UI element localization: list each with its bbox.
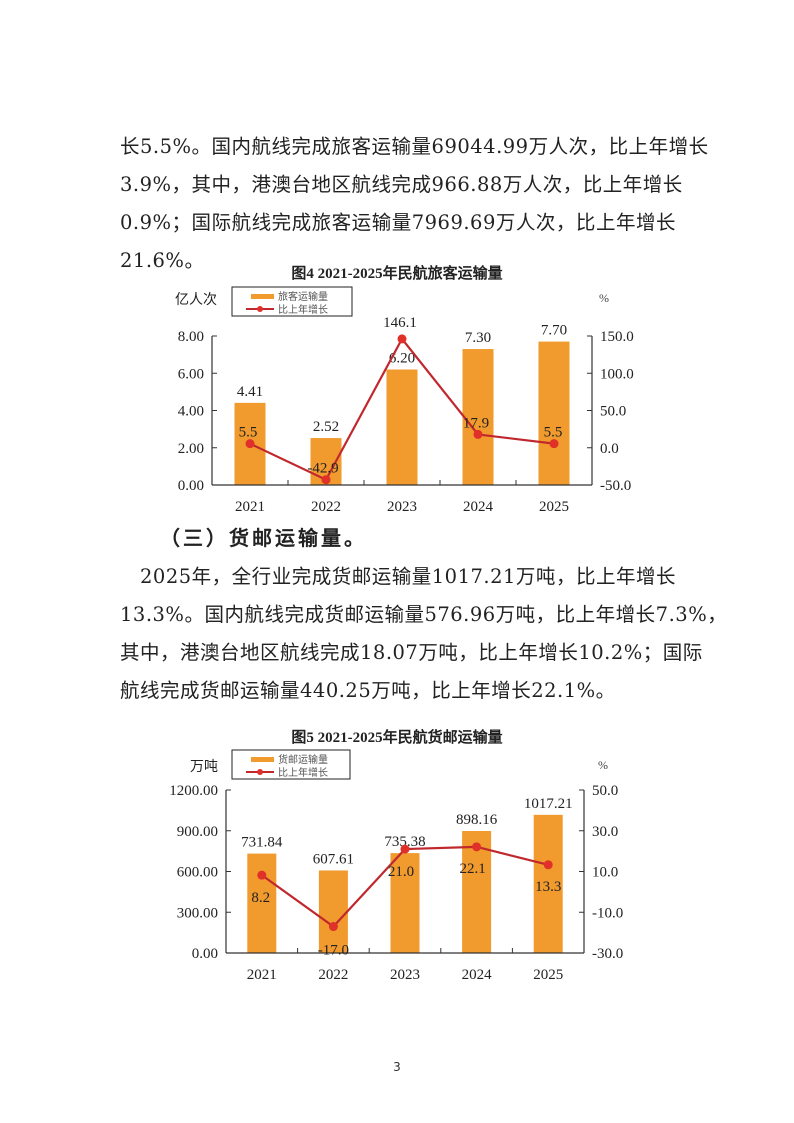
bar-value-label: 607.61 [313, 851, 354, 867]
growth-marker [400, 844, 410, 854]
growth-marker [328, 922, 338, 932]
y2-tick-label: 150.0 [600, 329, 634, 345]
y-tick-label: 8.00 [178, 329, 204, 345]
y-tick-label: 0.00 [178, 478, 204, 494]
legend-line-label: 比上年增长 [278, 766, 328, 779]
y-tick-label: 900.00 [177, 824, 218, 840]
growth-value-label: -17.0 [318, 943, 349, 959]
paragraph-cargo: 2025年，全行业完成货邮运输量1017.21万吨，比上年增长 13.3%。国内… [120, 558, 728, 710]
text-line: 航线完成货邮运输量440.25万吨，比上年增长22.1%。 [120, 679, 616, 702]
bar-value-label: 1017.21 [524, 796, 573, 812]
growth-marker [321, 475, 331, 485]
y2-axis-unit: % [599, 291, 609, 305]
growth-value-label: 5.5 [239, 425, 258, 441]
growth-value-label: 146.1 [383, 315, 417, 331]
bar-2025 [538, 341, 570, 485]
growth-marker [543, 860, 553, 870]
growth-value-label: 22.1 [459, 861, 485, 877]
growth-value-label: 17.9 [463, 415, 489, 431]
legend-bar-label: 货邮运输量 [278, 753, 328, 766]
bar-value-label: 4.41 [237, 384, 263, 400]
y-tick-label: 600.00 [177, 865, 218, 881]
x-tick-label: 2025 [539, 499, 569, 515]
growth-value-label: -42.9 [307, 461, 338, 477]
x-tick-label: 2024 [463, 499, 494, 515]
bar-value-label: 7.30 [465, 330, 491, 346]
x-tick-label: 2022 [318, 967, 348, 983]
legend [231, 286, 353, 317]
text-line: 0.9%；国际航线完成旅客运输量7969.69万人次，比上年增长 [120, 211, 676, 234]
section-heading-cargo: （三）货邮运输量。 [160, 526, 367, 550]
x-tick-label: 2022 [311, 499, 341, 515]
bar-value-label: 2.52 [313, 419, 339, 435]
legend-bar-label: 旅客运输量 [278, 290, 328, 303]
x-tick-label: 2025 [533, 967, 563, 983]
legend-bar-swatch-icon [251, 757, 274, 762]
x-tick-label: 2024 [462, 967, 493, 983]
legend-line-label: 比上年增长 [278, 303, 328, 316]
bar-2021 [247, 853, 277, 953]
legend [231, 749, 351, 780]
y-axis-unit: 万吨 [190, 759, 218, 775]
bar-2024 [462, 349, 494, 485]
y2-tick-label: 10.0 [592, 865, 618, 881]
growth-marker [397, 334, 407, 344]
text-line: 3.9%，其中，港澳台地区航线完成966.88万人次，比上年增长 [120, 173, 683, 196]
page-number: 3 [393, 1060, 401, 1074]
y-tick-label: 300.00 [177, 905, 218, 921]
y2-tick-label: 100.0 [600, 366, 634, 382]
growth-value-label: 13.3 [535, 879, 561, 895]
text-line: 21.6%。 [120, 249, 205, 272]
growth-value-label: 5.5 [544, 425, 563, 441]
bar-2025 [533, 814, 563, 953]
y-tick-label: 4.00 [178, 404, 204, 420]
y2-tick-label: 0.0 [600, 441, 619, 457]
x-tick-label: 2023 [390, 967, 420, 983]
growth-marker [549, 439, 559, 449]
y2-tick-label: 50.0 [600, 404, 626, 420]
bar-2023 [390, 853, 420, 953]
y2-tick-label: 50.0 [592, 783, 618, 799]
x-tick-label: 2021 [235, 499, 265, 515]
legend-bar-swatch-icon [251, 294, 274, 299]
text-line: 其中，港澳台地区航线完成18.07万吨，比上年增长10.2%；国际 [120, 641, 703, 664]
growth-marker [257, 870, 267, 880]
y2-axis-unit: % [598, 758, 608, 772]
growth-value-label: 21.0 [388, 864, 414, 880]
y-tick-label: 1200.00 [169, 783, 218, 799]
text-line: 13.3%。国内航线完成货邮运输量576.96万吨，比上年增长7.3%， [120, 603, 728, 626]
text-line: 2025年，全行业完成货邮运输量1017.21万吨，比上年增长 [120, 565, 676, 588]
bar-value-label: 731.84 [241, 835, 283, 851]
chart5-title: 图5 2021-2025年民航货邮运输量 [291, 730, 503, 746]
y2-tick-label: 30.0 [592, 824, 618, 840]
growth-marker [473, 429, 483, 439]
chart4-title: 图4 2021-2025年民航旅客运输量 [291, 266, 503, 282]
bar-value-label: 898.16 [456, 812, 498, 828]
y2-tick-label: -50.0 [600, 478, 631, 494]
bar-2023 [386, 369, 418, 485]
x-tick-label: 2021 [247, 967, 277, 983]
text-line: 长5.5%。国内航线完成旅客运输量69044.99万人次，比上年增长 [120, 135, 709, 158]
y-tick-label: 6.00 [178, 366, 204, 382]
bar-value-label: 735.38 [384, 834, 425, 850]
growth-marker [245, 439, 255, 449]
growth-value-label: 8.2 [251, 890, 270, 906]
growth-marker [472, 842, 482, 852]
bar-value-label: 6.20 [389, 351, 415, 367]
bar-2022 [318, 870, 348, 953]
y2-tick-label: -30.0 [592, 946, 623, 962]
y2-tick-label: -10.0 [592, 905, 623, 921]
paragraph-passenger-continuation: 长5.5%。国内航线完成旅客运输量69044.99万人次，比上年增长 3.9%，… [120, 128, 709, 280]
x-tick-label: 2023 [387, 499, 417, 515]
bar-value-label: 7.70 [541, 323, 567, 339]
y-tick-label: 0.00 [192, 946, 218, 962]
y-axis-unit: 亿人次 [175, 292, 217, 308]
y-tick-label: 2.00 [178, 441, 204, 457]
